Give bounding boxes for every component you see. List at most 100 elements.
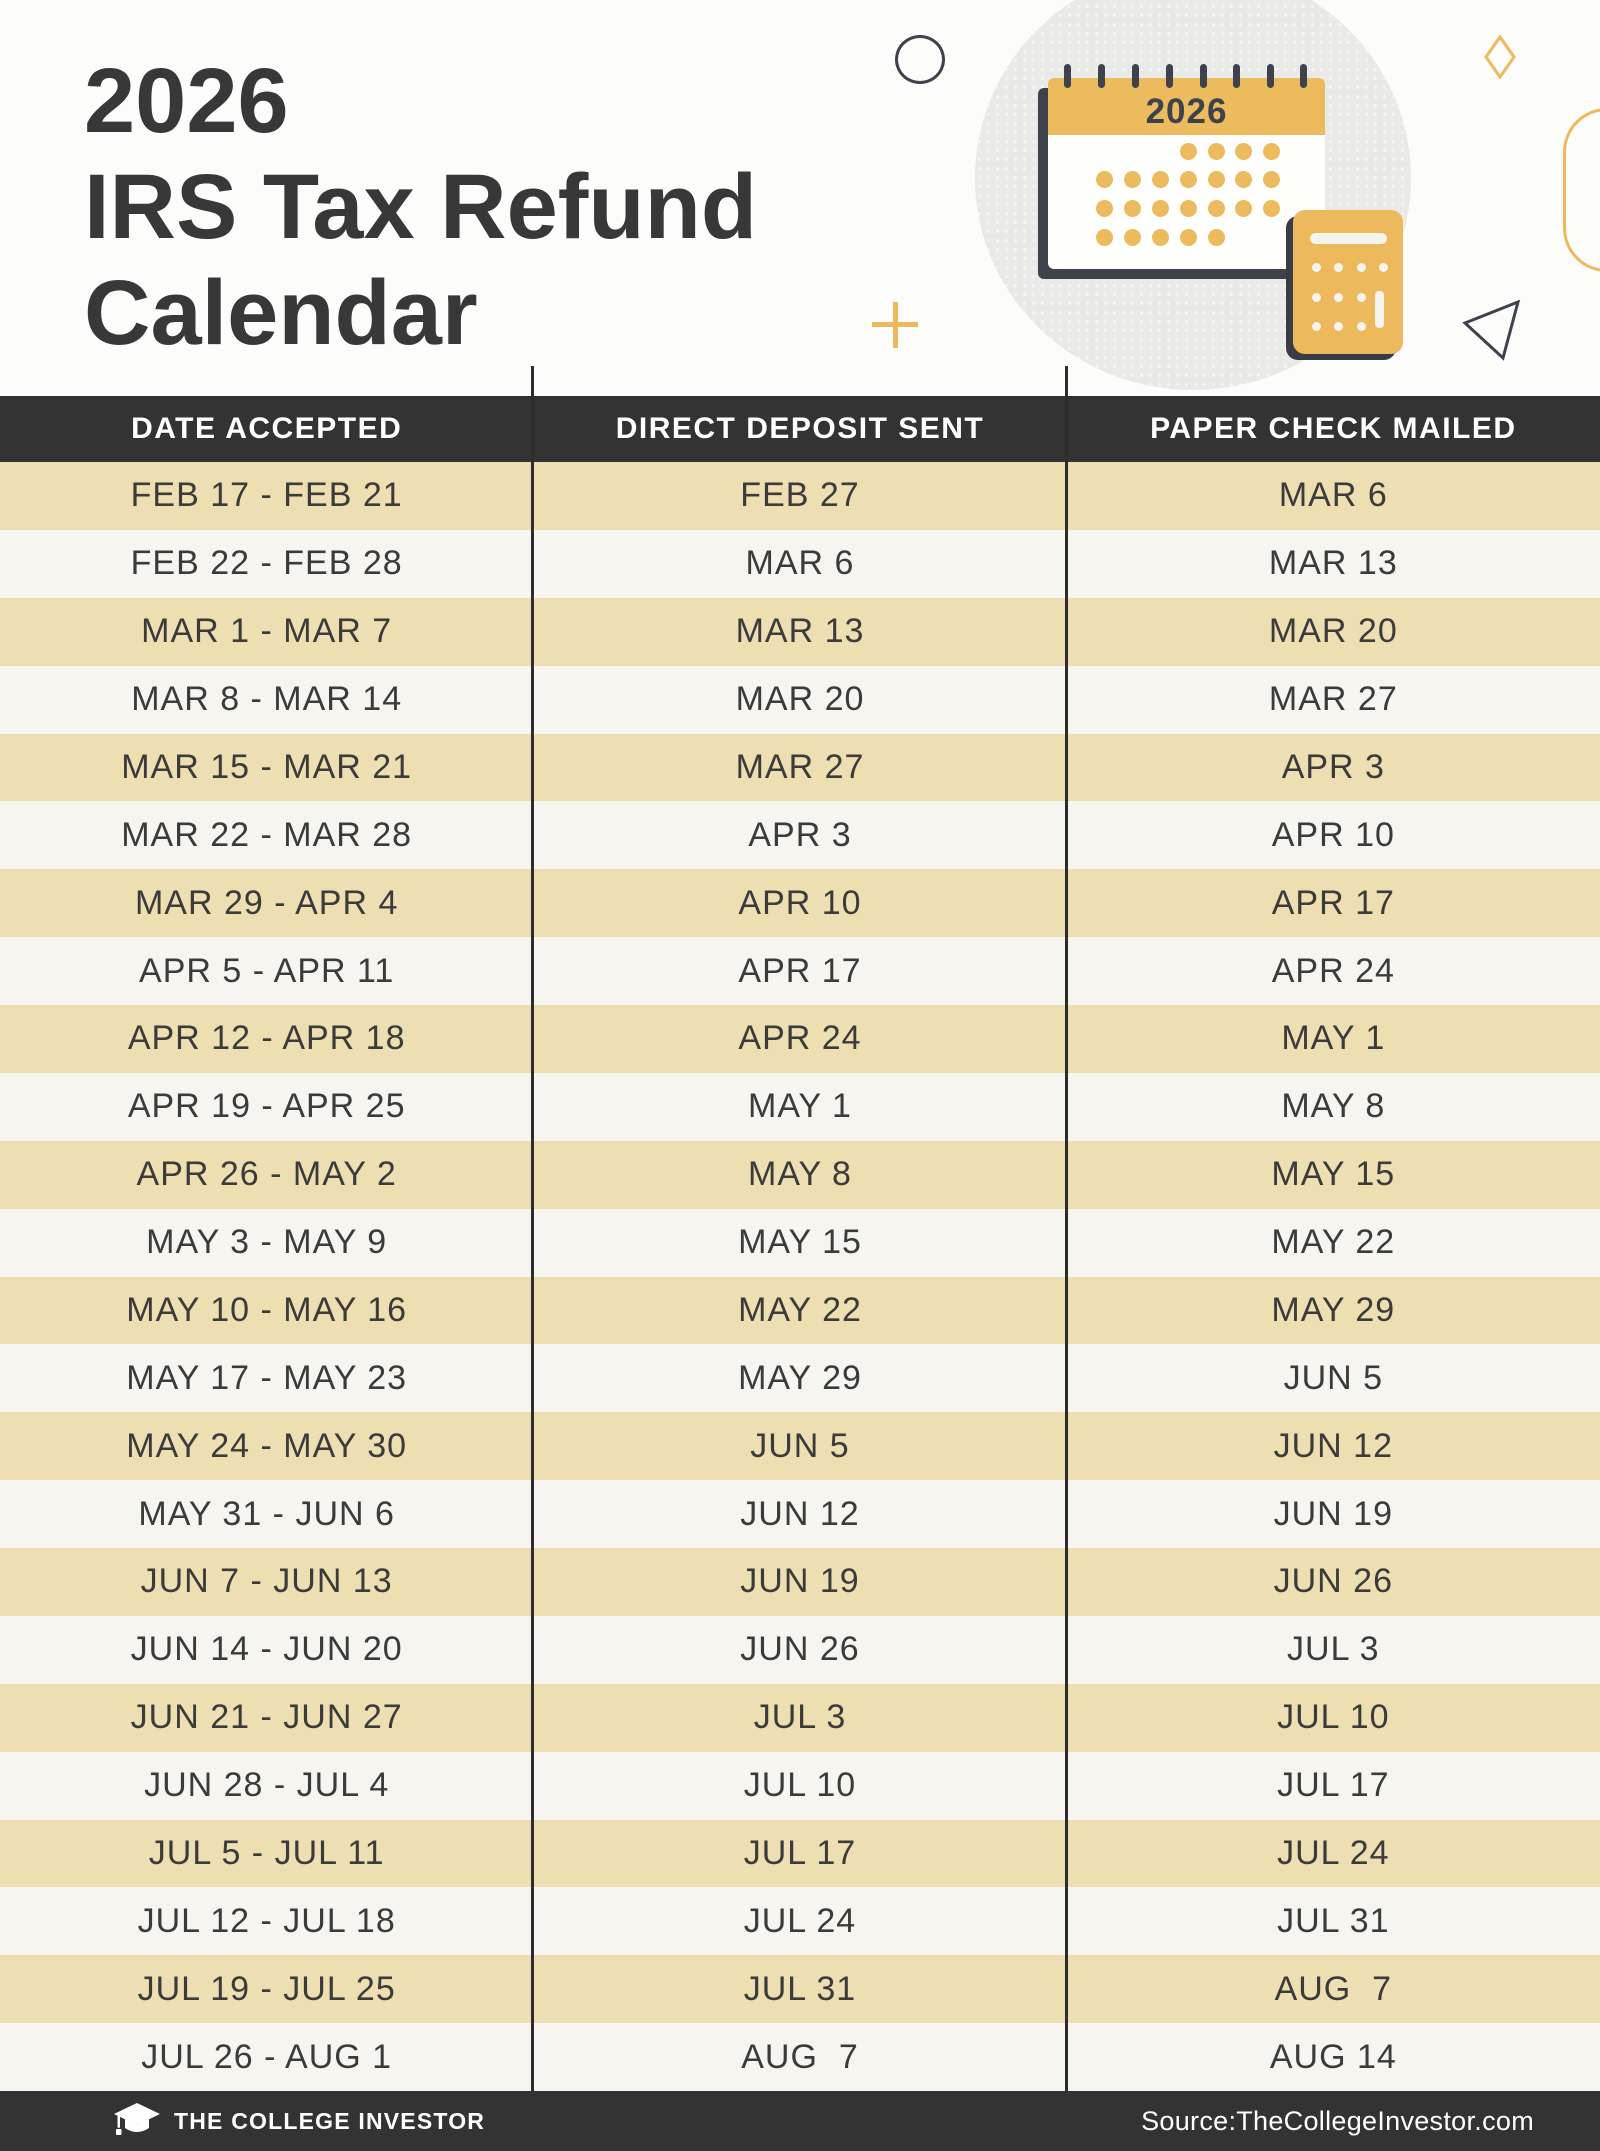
table-cell: MAY 17 - MAY 23 [126, 1358, 408, 1397]
column-header-paper-check: PAPER CHECK MAILED [1150, 412, 1517, 445]
page-title: 2026 IRS Tax Refund Calendar [84, 48, 757, 366]
table-cell: JUN 19 [1273, 1494, 1393, 1533]
calendar-day-dot [1179, 199, 1197, 217]
table-cell: FEB 17 - FEB 21 [130, 476, 403, 515]
table-cell: JUL 5 - JUL 11 [148, 1833, 385, 1872]
table-row: JUN 28 - JUL 4 JUL 10 JUL 17 [0, 1751, 1600, 1820]
table-cell: APR 24 [738, 1019, 862, 1058]
table-cell: MAY 22 [1271, 1223, 1396, 1262]
table-cell: MAY 8 [748, 1155, 852, 1194]
table-row: JUN 14 - JUN 20 JUN 26 JUL 3 [0, 1615, 1600, 1684]
calendar-day-dot [1095, 170, 1113, 188]
table-cell: MAR 8 - MAR 14 [131, 680, 403, 719]
calculator-key [1333, 262, 1343, 272]
calculator-key [1333, 321, 1343, 331]
table-cell: MAR 27 [735, 747, 865, 786]
table-cell: MAY 24 - MAY 30 [126, 1426, 408, 1465]
diamond-outline-decoration [1483, 34, 1517, 84]
table-row: MAR 22 - MAR 28 APR 3 APR 10 [0, 801, 1600, 870]
table-row: FEB 17 - FEB 21 FEB 27 MAR 6 [0, 462, 1600, 530]
table-cell: MAR 27 [1268, 680, 1398, 719]
calculator-key-bar [1375, 291, 1384, 328]
table-cell: JUL 17 [743, 1833, 857, 1872]
hero-section: 2026 IRS Tax Refund Calendar 2026 [0, 0, 1600, 396]
table-cell: JUN 28 - JUL 4 [144, 1766, 390, 1805]
table-cell: JUN 19 [740, 1562, 860, 1601]
refund-table: DATE ACCEPTED DIRECT DEPOSIT SENT PAPER … [0, 396, 1600, 2091]
column-header-date-accepted: DATE ACCEPTED [131, 412, 403, 445]
table-cell: JUL 10 [743, 1766, 857, 1805]
calendar-icon-header: 2026 [1048, 78, 1325, 135]
graduation-cap-icon [112, 2101, 162, 2142]
calendar-ring [1098, 64, 1105, 88]
table-cell: APR 5 - APR 11 [139, 951, 395, 990]
table-cell: MAY 3 - MAY 9 [146, 1223, 388, 1262]
table-cell: MAY 1 [748, 1087, 852, 1126]
calendar-day-dot [1262, 170, 1280, 188]
table-cell: MAY 15 [1271, 1155, 1396, 1194]
footer: THE COLLEGE INVESTOR Source:TheCollegeIn… [0, 2091, 1600, 2151]
table-cell: MAY 8 [1281, 1087, 1386, 1126]
table-cell: APR 3 [748, 815, 852, 854]
title-line-sub: Calendar [84, 262, 478, 364]
calendar-ring [1200, 64, 1207, 88]
calculator-key [1356, 321, 1366, 331]
table-cell: MAR 20 [1268, 612, 1398, 651]
calendar-day-dot [1095, 228, 1113, 246]
table-cell: MAR 6 [1278, 476, 1388, 515]
table-row: MAR 1 - MAR 7 MAR 13 MAR 20 [0, 597, 1600, 666]
table-cell: FEB 27 [740, 476, 860, 515]
table-row: MAY 3 - MAY 9 MAY 15 MAY 22 [0, 1208, 1600, 1277]
table-row: MAR 29 - APR 4 APR 10 APR 17 [0, 869, 1600, 938]
title-line-main: IRS Tax Refund [84, 156, 758, 258]
calendar-day-dot [1262, 142, 1280, 160]
column-divider [531, 366, 534, 2091]
brand-logo: THE COLLEGE INVESTOR [112, 2101, 485, 2142]
table-cell: FEB 22 - FEB 28 [130, 544, 403, 583]
table-cell: AUG 7 [1274, 1969, 1393, 2008]
calculator-key [1356, 292, 1366, 302]
table-cell: MAR 22 - MAR 28 [121, 815, 413, 854]
refund-table-body: FEB 17 - FEB 21 FEB 27 MAR 6 FEB 22 - FEB 2… [0, 462, 1600, 2091]
table-cell: MAY 15 [738, 1223, 862, 1262]
table-cell: JUL 3 [1287, 1630, 1380, 1669]
calculator-key [1378, 262, 1388, 272]
calendar-day-dot [1207, 170, 1225, 188]
table-cell: JUL 17 [1277, 1766, 1390, 1805]
table-cell: MAY 31 - JUN 6 [138, 1494, 395, 1533]
table-cell: JUL 24 [1277, 1833, 1390, 1872]
table-cell: JUL 31 [1277, 1901, 1390, 1940]
brand-name: THE COLLEGE INVESTOR [174, 2107, 486, 2134]
table-cell: JUN 5 [750, 1426, 850, 1465]
table-cell: MAY 22 [738, 1290, 862, 1329]
calendar-day-dot [1095, 199, 1113, 217]
calendar-day-dot [1123, 199, 1141, 217]
column-divider [1065, 366, 1068, 2091]
table-row: MAR 8 - MAR 14 MAR 20 MAR 27 [0, 665, 1600, 734]
table-cell: APR 3 [1281, 747, 1385, 786]
calendar-day-dot [1262, 199, 1280, 217]
calendar-day-dot [1179, 170, 1197, 188]
calendar-ring [1064, 64, 1071, 88]
calendar-icon-year-label: 2026 [1145, 91, 1228, 131]
table-row: APR 26 - MAY 2 MAY 8 MAY 15 [0, 1140, 1600, 1209]
calendar-ring [1267, 64, 1274, 88]
table-cell: APR 10 [738, 883, 862, 922]
table-cell: JUL 19 - JUL 25 [137, 1969, 396, 2008]
table-row: MAY 17 - MAY 23 MAY 29 JUN 5 [0, 1344, 1600, 1413]
table-cell: JUN 5 [1283, 1358, 1384, 1397]
table-cell: MAR 20 [735, 680, 865, 719]
calendar-ring [1233, 64, 1240, 88]
table-cell: MAR 29 - APR 4 [134, 883, 399, 922]
table-cell: JUL 24 [743, 1901, 857, 1940]
table-row: JUL 5 - JUL 11 JUL 17 JUL 24 [0, 1819, 1600, 1888]
calendar-day-dot [1179, 142, 1197, 160]
column-header-direct-deposit: DIRECT DEPOSIT SENT [615, 412, 985, 445]
calculator-key [1311, 321, 1321, 331]
calendar-day-dot [1151, 228, 1169, 246]
table-cell: APR 17 [738, 951, 862, 990]
table-cell: JUL 26 - AUG 1 [141, 2037, 393, 2076]
calendar-day-dot [1207, 199, 1225, 217]
table-cell: JUN 26 [1273, 1562, 1393, 1601]
calculator-key [1311, 292, 1321, 302]
